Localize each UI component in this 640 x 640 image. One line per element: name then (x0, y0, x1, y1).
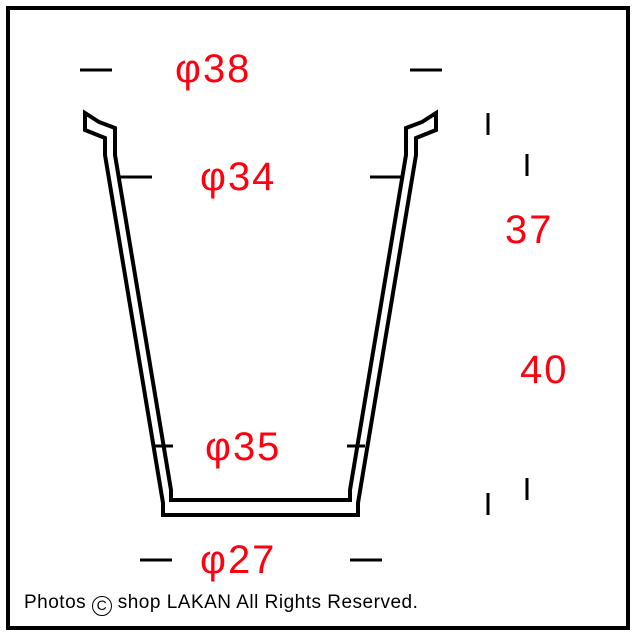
label-top-outer-diameter: φ38 (175, 47, 251, 92)
label-bottom-inner-diameter: φ35 (205, 425, 281, 470)
label-text: 40 (520, 348, 569, 392)
label-top-inner-diameter: φ34 (200, 155, 276, 200)
diagram-frame: φ38 φ34 37 40 φ35 φ27 Photos C shop LAKA… (6, 6, 630, 630)
copyright-icon: C (92, 596, 112, 616)
label-text: 37 (505, 208, 554, 252)
diagram-svg (10, 10, 626, 626)
label-text: φ27 (200, 538, 276, 582)
label-text: φ35 (205, 425, 281, 469)
footer-prefix: Photos (24, 592, 86, 613)
label-inner-depth: 37 (505, 208, 554, 253)
dimension-ticks (80, 70, 527, 560)
copyright-footer: Photos C shop LAKAN All Rights Reserved. (24, 592, 418, 616)
label-text: φ38 (175, 47, 251, 91)
label-outer-height: 40 (520, 348, 569, 393)
label-text: φ34 (200, 155, 276, 199)
footer-rest: shop LAKAN All Rights Reserved. (118, 592, 419, 613)
label-bottom-outer-diameter: φ27 (200, 538, 276, 583)
